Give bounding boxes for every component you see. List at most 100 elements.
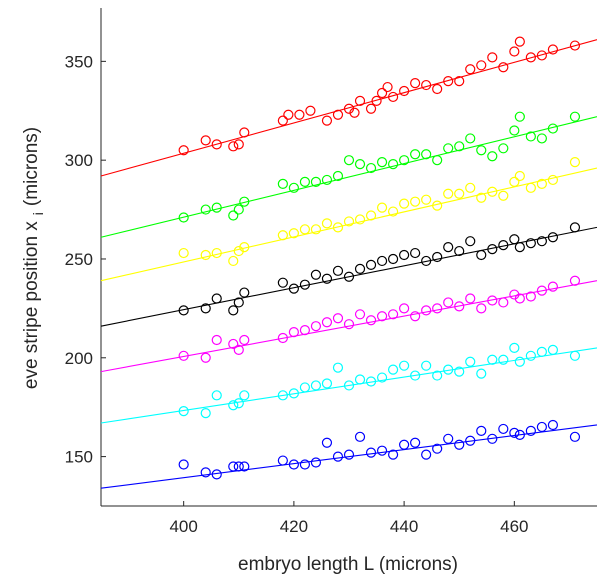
data-point (288, 182, 299, 193)
y-axis-label-main: eve stripe position x (21, 221, 42, 389)
data-point (332, 170, 344, 182)
data-point (432, 443, 443, 454)
data-point (277, 178, 288, 189)
data-point (371, 95, 382, 106)
data-point (365, 447, 377, 458)
data-point (200, 467, 211, 478)
data-point (487, 295, 498, 306)
data-point (332, 313, 344, 324)
data-point (476, 368, 487, 379)
data-point (200, 249, 211, 261)
data-point (514, 242, 525, 253)
data-point (432, 303, 443, 314)
data-point (454, 301, 465, 312)
data-point (310, 457, 322, 468)
data-point (509, 46, 520, 57)
data-point (410, 77, 421, 89)
data-point (277, 332, 288, 344)
data-point (299, 459, 311, 470)
data-point (525, 182, 536, 193)
data-point (354, 309, 366, 320)
data-point (399, 439, 410, 450)
data-point (443, 76, 454, 87)
fit-line-2 (100, 167, 597, 282)
data-point (432, 83, 443, 95)
data-point (343, 319, 355, 330)
fit-line-0 (100, 39, 597, 177)
data-point (376, 157, 388, 168)
data-point (547, 232, 559, 243)
y-tick-label: 300 (65, 151, 93, 170)
data-point (443, 188, 454, 199)
data-point (421, 79, 432, 91)
data-point (365, 103, 377, 114)
data-point (233, 204, 244, 215)
series-5-points (178, 342, 581, 419)
data-point (443, 242, 454, 253)
data-point (354, 214, 366, 225)
data-point (376, 372, 388, 383)
y-tick-label: 200 (65, 349, 93, 368)
data-point (387, 253, 399, 265)
x-tick-label: 460 (500, 517, 528, 536)
data-point (343, 449, 355, 460)
data-point (547, 281, 559, 292)
data-point (200, 352, 211, 363)
data-point (509, 342, 520, 354)
data-point (233, 461, 244, 472)
data-point (365, 259, 377, 271)
data-point (228, 338, 239, 350)
data-point (536, 50, 547, 61)
data-point (410, 196, 421, 207)
data-point (354, 159, 366, 170)
data-point (365, 210, 377, 221)
data-point (354, 95, 366, 106)
data-point (310, 380, 322, 391)
data-point (476, 303, 487, 314)
data-point (514, 429, 525, 440)
data-point (376, 255, 388, 267)
data-point (536, 285, 547, 296)
data-point (200, 408, 211, 419)
data-point (354, 374, 366, 385)
data-point (536, 346, 547, 357)
fit-line-1 (100, 116, 597, 238)
data-point (421, 449, 432, 460)
series-1-points (178, 111, 581, 223)
data-point (514, 293, 525, 304)
data-point (569, 350, 581, 361)
data-point (299, 224, 311, 235)
data-point (421, 360, 432, 371)
fit-line-3 (100, 226, 597, 327)
data-point (547, 44, 559, 55)
data-point (525, 238, 536, 249)
data-point (277, 277, 288, 288)
data-point (343, 380, 355, 391)
data-point (310, 321, 322, 332)
data-point (277, 390, 288, 401)
data-point (454, 76, 465, 87)
data-point (443, 433, 454, 444)
data-point (294, 109, 305, 120)
data-point (476, 192, 487, 203)
data-point (399, 249, 410, 261)
data-point (443, 143, 454, 154)
data-point (432, 251, 443, 263)
data-point (399, 303, 410, 314)
data-point (410, 247, 421, 259)
data-points (178, 36, 581, 480)
data-point (514, 111, 525, 122)
data-point (178, 406, 189, 417)
data-point (465, 182, 476, 193)
y-axis-label-units: (microns) (21, 127, 42, 206)
data-point (410, 437, 421, 448)
data-point (547, 419, 559, 431)
data-point (454, 141, 465, 152)
y-tick-label: 350 (65, 52, 93, 71)
data-point (310, 176, 322, 188)
data-point (321, 218, 333, 229)
data-point (376, 311, 388, 322)
data-point (200, 135, 211, 146)
data-point (421, 255, 432, 267)
data-point (332, 362, 344, 373)
